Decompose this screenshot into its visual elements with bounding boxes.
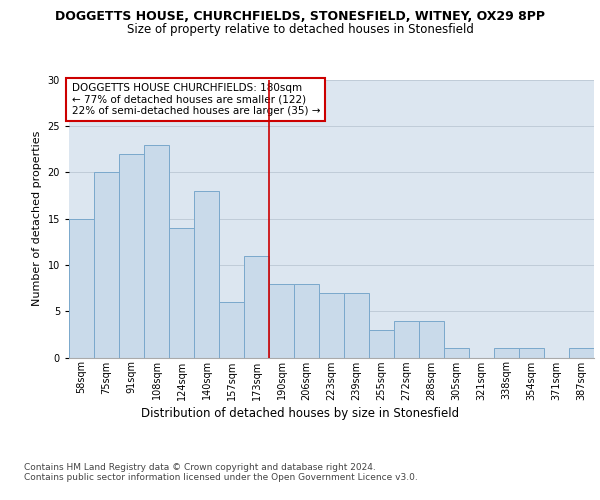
Bar	[244, 256, 269, 358]
Bar	[169, 228, 194, 358]
Bar	[219, 302, 244, 358]
Bar	[419, 320, 444, 358]
Bar	[519, 348, 544, 358]
Bar	[294, 284, 319, 358]
Bar	[69, 219, 94, 358]
Bar	[394, 320, 419, 358]
Text: DOGGETTS HOUSE CHURCHFIELDS: 180sqm
← 77% of detached houses are smaller (122)
2: DOGGETTS HOUSE CHURCHFIELDS: 180sqm ← 77…	[71, 83, 320, 116]
Bar	[119, 154, 144, 358]
Bar	[569, 348, 594, 358]
Bar	[344, 292, 369, 358]
Bar	[369, 330, 394, 357]
Text: DOGGETTS HOUSE, CHURCHFIELDS, STONESFIELD, WITNEY, OX29 8PP: DOGGETTS HOUSE, CHURCHFIELDS, STONESFIEL…	[55, 10, 545, 23]
Text: Contains HM Land Registry data © Crown copyright and database right 2024.
Contai: Contains HM Land Registry data © Crown c…	[24, 462, 418, 482]
Bar	[319, 292, 344, 358]
Bar	[444, 348, 469, 358]
Text: Distribution of detached houses by size in Stonesfield: Distribution of detached houses by size …	[141, 408, 459, 420]
Y-axis label: Number of detached properties: Number of detached properties	[32, 131, 42, 306]
Bar	[144, 145, 169, 358]
Bar	[269, 284, 294, 358]
Text: Size of property relative to detached houses in Stonesfield: Size of property relative to detached ho…	[127, 22, 473, 36]
Bar	[494, 348, 519, 358]
Bar	[94, 172, 119, 358]
Bar	[194, 191, 219, 358]
